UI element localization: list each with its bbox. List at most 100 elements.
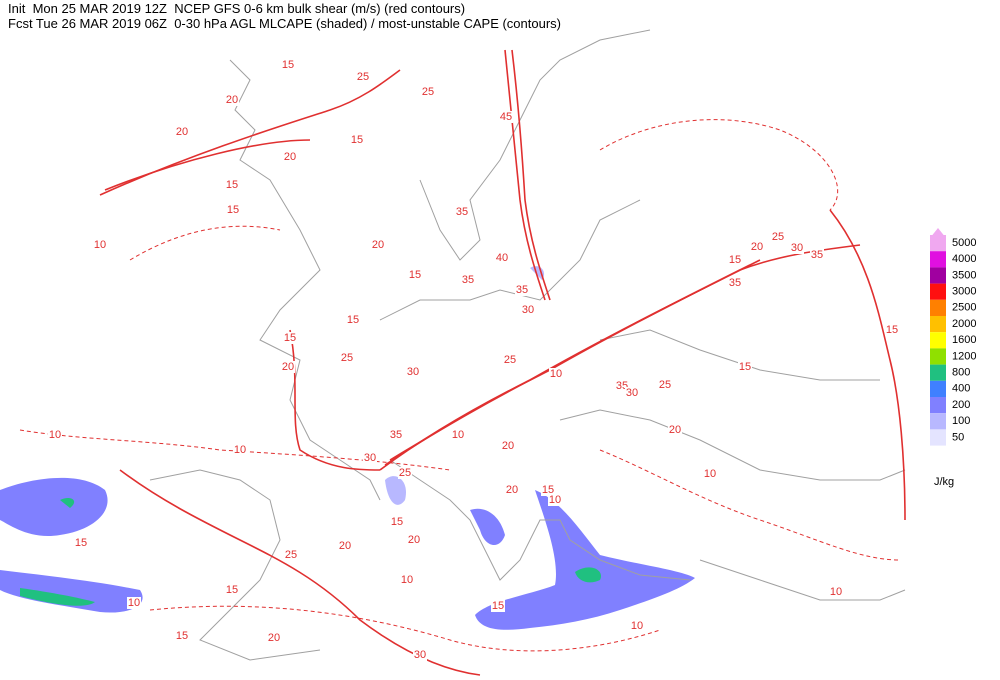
label-bg [175,630,189,642]
legend-swatch [930,413,946,430]
contour-label: 25 [357,71,369,83]
label-bg [389,429,403,441]
contour-label: 15 [176,630,188,642]
label-bg [400,574,414,586]
contour-label: 15 [492,600,504,612]
contour-label: 20 [751,241,763,253]
contour-label: 15 [351,134,363,146]
contour-label: 20 [226,94,238,106]
label-bg [829,586,843,598]
contour-label: 25 [772,231,784,243]
legend-swatch [930,316,946,333]
label-bg [703,468,717,480]
legend-label: 2000 [952,318,976,330]
legend-label: 2500 [952,302,976,314]
legend-unit: J/kg [934,476,954,488]
contour-label: 35 [390,429,402,441]
label-bg [283,151,297,163]
contour-label: 10 [452,429,464,441]
label-bg [226,204,240,216]
contour-label: 15 [739,361,751,373]
legend-swatch [930,332,946,349]
contour-label: 15 [226,179,238,191]
label-bg [501,440,515,452]
label-bg [790,242,804,254]
contour-label: 15 [347,314,359,326]
label-bg [630,620,644,632]
header-line: Init Mon 25 MAR 2019 12Z NCEP GFS 0-6 km… [8,1,465,16]
legend-label: 5000 [952,237,976,249]
contour-label: 30 [791,242,803,254]
label-bg [499,111,513,123]
contour-label: 15 [226,584,238,596]
label-bg [541,484,555,496]
label-bg [451,429,465,441]
legend-label: 4000 [952,253,976,265]
label-bg [810,249,824,261]
label-bg [350,134,364,146]
label-bg [461,274,475,286]
contour-label: 15 [409,269,421,281]
legend-swatch [930,348,946,365]
label-bg [267,632,281,644]
label-bg [505,484,519,496]
contour-label: 35 [811,249,823,261]
contour-label: 30 [626,387,638,399]
contour-label: 10 [550,368,562,380]
label-bg [413,649,427,661]
label-bg [491,600,505,612]
contour-label: 25 [422,86,434,98]
contour-label: 15 [886,324,898,336]
label-bg [346,314,360,326]
label-bg [225,94,239,106]
contour-label: 25 [285,549,297,561]
label-bg [455,206,469,218]
label-bg [521,304,535,316]
contour-label: 20 [506,484,518,496]
label-bg [48,429,62,441]
label-bg [549,368,563,380]
label-bg [668,424,682,436]
label-bg [390,516,404,528]
label-bg [281,59,295,71]
legend-swatch [930,429,946,446]
contour-label: 20 [408,534,420,546]
label-bg [398,467,412,479]
contour-label: 10 [234,444,246,456]
legend-label: 3500 [952,269,976,281]
coastlines [149,29,906,661]
label-bg [338,540,352,552]
contour-label: 20 [669,424,681,436]
contour-label: 30 [364,452,376,464]
contour-label: 15 [227,204,239,216]
label-bg [284,549,298,561]
label-bg [495,252,509,264]
label-bg [408,269,422,281]
contour-label: 10 [830,586,842,598]
legend-label: 100 [952,415,970,427]
contour-label: 10 [704,468,716,480]
label-bg [363,452,377,464]
label-bg [281,361,295,373]
label-bg [771,231,785,243]
label-bg [728,254,742,266]
legend-swatch [930,251,946,268]
contour-label: 10 [401,574,413,586]
contour-label: 30 [522,304,534,316]
label-bg [503,354,517,366]
label-bg [93,239,107,251]
legend-swatch [930,299,946,316]
contour-label: 15 [729,254,741,266]
contour-label: 35 [456,206,468,218]
contour-label: 35 [462,274,474,286]
header-line: Fcst Tue 26 MAR 2019 06Z 0-30 hPa AGL ML… [8,16,561,31]
label-bg [728,277,742,289]
label-bg [225,179,239,191]
legend-swatch [930,397,946,414]
label-bg [175,126,189,138]
contour-label: 10 [128,597,140,609]
label-bg [750,241,764,253]
contour-label: 20 [176,126,188,138]
contour-label: 20 [372,239,384,251]
